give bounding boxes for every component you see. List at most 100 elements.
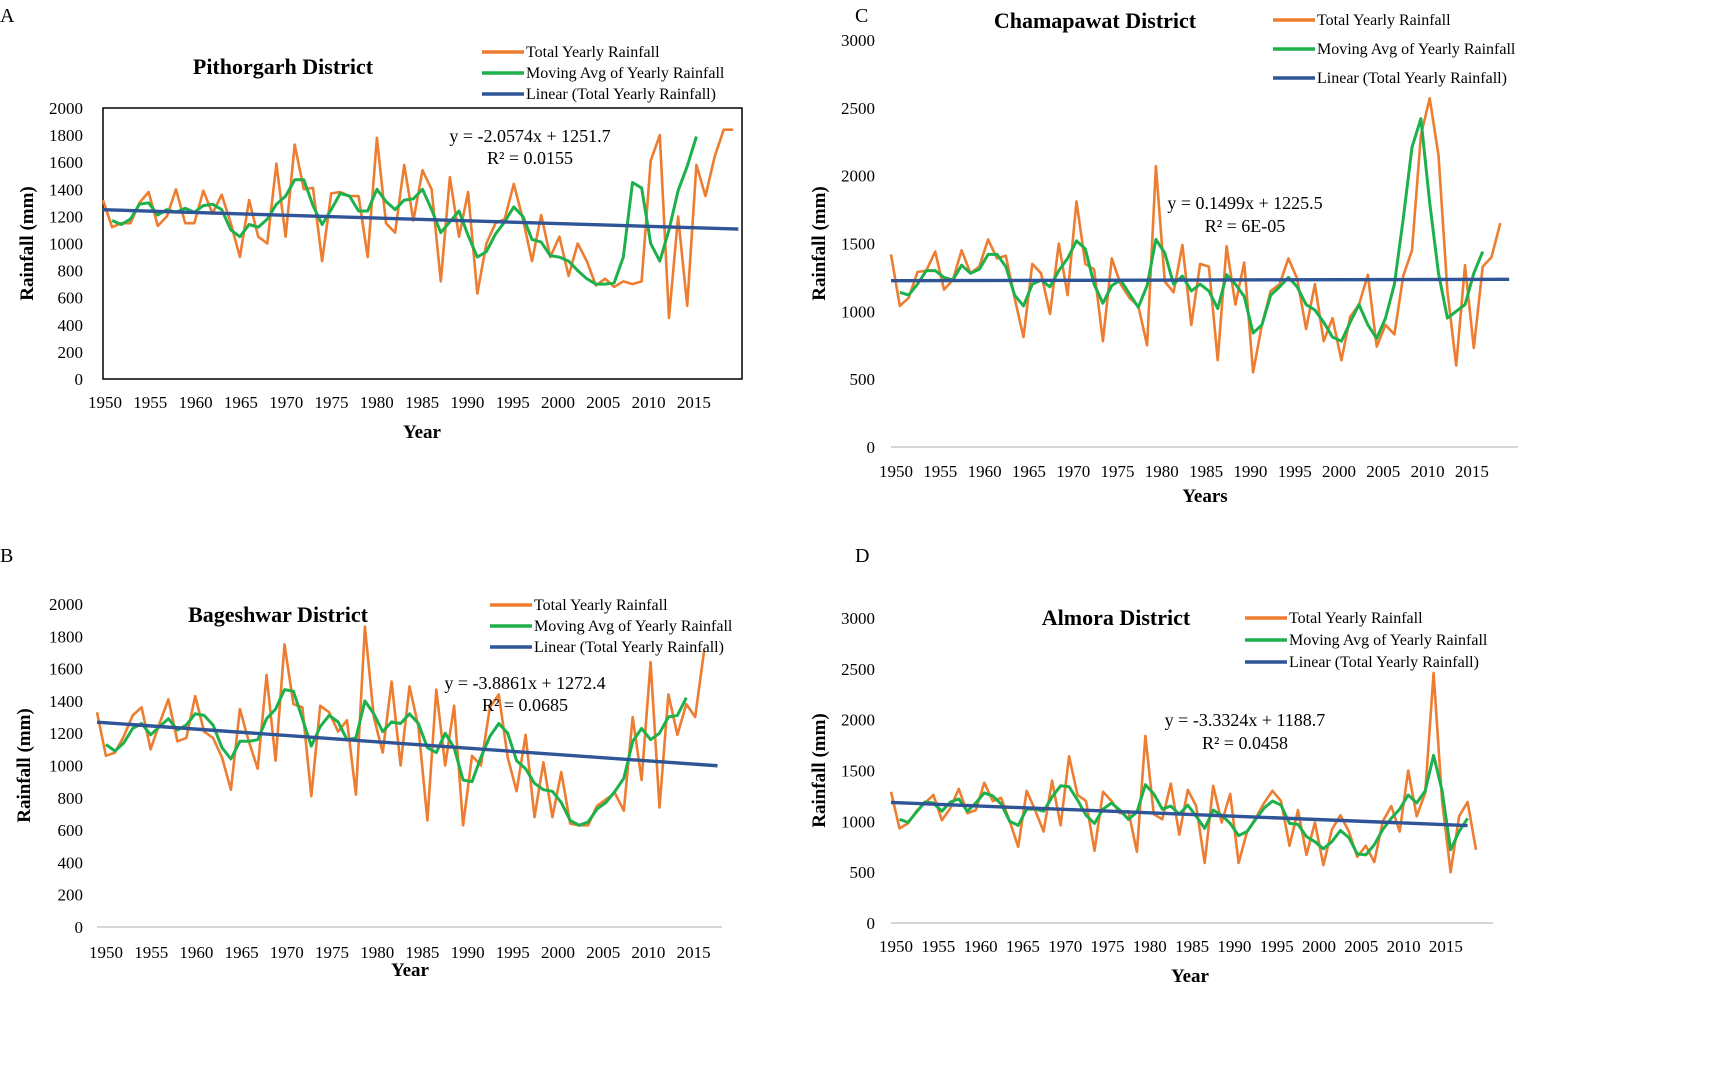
y-axis-title: Rainfall (mm) xyxy=(809,713,830,828)
series-total-yearly-rainfall xyxy=(101,128,733,320)
y-tick-label: 600 xyxy=(58,289,84,308)
x-tick-label: 1955 xyxy=(923,462,957,481)
series-moving-average xyxy=(898,753,1469,857)
legend-label: Total Yearly Rainfall xyxy=(526,44,660,61)
y-axis-title: Rainfall (mm) xyxy=(809,186,830,301)
y-tick-label: 1600 xyxy=(49,660,83,679)
trend-equation: y = -2.0574x + 1251.7 xyxy=(449,126,610,146)
x-tick-label: 2000 xyxy=(1302,937,1336,956)
y-tick-label: 800 xyxy=(58,262,84,281)
x-tick-label: 1950 xyxy=(89,943,123,962)
trendline-linear xyxy=(102,207,739,231)
y-tick-label: 1400 xyxy=(49,180,83,199)
legend-label: Linear (Total Yearly Rainfall) xyxy=(1289,654,1479,671)
y-tick-label: 2000 xyxy=(49,595,83,614)
x-tick-label: 1965 xyxy=(1012,462,1046,481)
legend-label: Moving Avg of Yearly Rainfall xyxy=(534,618,733,635)
x-tick-label: 1950 xyxy=(88,393,122,412)
y-tick-label: 200 xyxy=(58,343,84,362)
x-tick-label: 1950 xyxy=(879,462,913,481)
x-tick-label: 1980 xyxy=(360,393,394,412)
y-tick-label: 3000 xyxy=(841,31,875,50)
y-tick-label: 800 xyxy=(58,789,84,808)
y-tick-label: 1000 xyxy=(841,812,875,831)
legend-label: Total Yearly Rainfall xyxy=(534,597,668,614)
x-tick-label: 1970 xyxy=(1048,937,1082,956)
x-tick-label: 1955 xyxy=(134,943,168,962)
chart-panel-d: D Almora District 0 500 1000 1500 2000 2500 300… xyxy=(809,540,1712,1079)
y-tick-label: 1000 xyxy=(49,757,83,776)
legend-label: Total Yearly Rainfall xyxy=(1289,610,1423,627)
x-tick-label: 1960 xyxy=(179,943,213,962)
y-tick-label: 0 xyxy=(75,918,84,937)
y-tick-label: 400 xyxy=(58,316,84,335)
x-tick-label: 2015 xyxy=(1429,937,1463,956)
x-tick-label: 1990 xyxy=(1233,462,1267,481)
x-tick-label: 1955 xyxy=(921,937,955,956)
x-tick-label: 1995 xyxy=(1278,462,1312,481)
panel-label: B xyxy=(0,545,14,567)
x-tick-label: 1980 xyxy=(1133,937,1167,956)
x-tick-label: 1995 xyxy=(496,943,530,962)
x-tick-label: 1950 xyxy=(879,937,913,956)
x-tick-label: 1990 xyxy=(451,943,485,962)
x-tick-label: 1985 xyxy=(1175,937,1209,956)
x-tick-label: 2010 xyxy=(632,393,666,412)
chart-title: Pithorgarh District xyxy=(193,54,374,79)
chart-chamapawat: Chamapawat District 0 500 1000 1500 2000 2500 3… xyxy=(809,8,1518,507)
series-total-yearly-rainfall xyxy=(889,671,1478,874)
x-tick-label: 2000 xyxy=(541,393,575,412)
x-tick-label: 1965 xyxy=(1006,937,1040,956)
plot-frame xyxy=(102,107,743,380)
x-tick-label: 1985 xyxy=(405,393,439,412)
trend-equation: y = 0.1499x + 1225.5 xyxy=(1167,193,1322,213)
trend-r-squared: R² = 0.0685 xyxy=(482,695,568,715)
x-tick-label: 1995 xyxy=(1260,937,1294,956)
chart-panel-a: A Pithorgarh District 0 200 400 600 800 1000 12… xyxy=(0,0,850,470)
x-tick-label: 1965 xyxy=(224,393,258,412)
y-tick-label: 1800 xyxy=(49,627,83,646)
y-tick-label: 600 xyxy=(58,821,84,840)
legend-label: Moving Avg of Yearly Rainfall xyxy=(526,65,725,82)
legend-label: Linear (Total Yearly Rainfall) xyxy=(1317,70,1507,87)
chart-panel-b: B Bageshwar District 0 200 400 600 800 1000 120… xyxy=(0,540,850,1079)
trendline-linear xyxy=(96,720,718,768)
y-tick-label: 2000 xyxy=(841,711,875,730)
trendline-linear xyxy=(890,277,1510,283)
legend-label: Moving Avg of Yearly Rainfall xyxy=(1317,41,1516,58)
chart-panel-c: C Chamapawat District 0 500 1000 1500 2000 250… xyxy=(809,0,1712,530)
trend-equation: y = -3.8861x + 1272.4 xyxy=(444,673,605,693)
series-moving-average xyxy=(899,117,1485,343)
x-tick-label: 1970 xyxy=(270,943,304,962)
x-tick-label: 2010 xyxy=(631,943,665,962)
trend-equation: y = -3.3324x + 1188.7 xyxy=(1165,710,1326,730)
x-axis-title: Year xyxy=(403,422,442,443)
x-tick-label: 2005 xyxy=(586,393,620,412)
y-tick-label: 400 xyxy=(58,853,84,872)
x-tick-label: 1990 xyxy=(450,393,484,412)
series-moving-average xyxy=(105,688,688,827)
x-tick-label: 2005 xyxy=(586,943,620,962)
x-tick-label: 2000 xyxy=(541,943,575,962)
x-tick-label: 1990 xyxy=(1217,937,1251,956)
legend-label: Total Yearly Rainfall xyxy=(1317,12,1451,29)
x-tick-label: 1970 xyxy=(1056,462,1090,481)
y-tick-label: 1500 xyxy=(841,762,875,781)
chart-title: Bageshwar District xyxy=(188,602,369,627)
x-tick-label: 1985 xyxy=(1189,462,1223,481)
panel-label: A xyxy=(0,5,15,27)
legend-label: Moving Avg of Yearly Rainfall xyxy=(1289,632,1488,649)
y-tick-label: 2000 xyxy=(49,99,83,118)
x-tick-label: 2015 xyxy=(1455,462,1489,481)
x-tick-label: 1955 xyxy=(133,393,167,412)
y-tick-label: 1400 xyxy=(49,692,83,711)
y-axis-title: Rainfall (mm) xyxy=(17,186,38,301)
series-total-yearly-rainfall xyxy=(95,625,706,827)
x-tick-label: 2015 xyxy=(677,943,711,962)
chart-title: Chamapawat District xyxy=(994,8,1197,33)
panel-label: C xyxy=(855,5,869,27)
x-tick-label: 2005 xyxy=(1366,462,1400,481)
y-tick-label: 2500 xyxy=(841,99,875,118)
x-tick-label: 1980 xyxy=(1145,462,1179,481)
y-tick-label: 1500 xyxy=(841,235,875,254)
